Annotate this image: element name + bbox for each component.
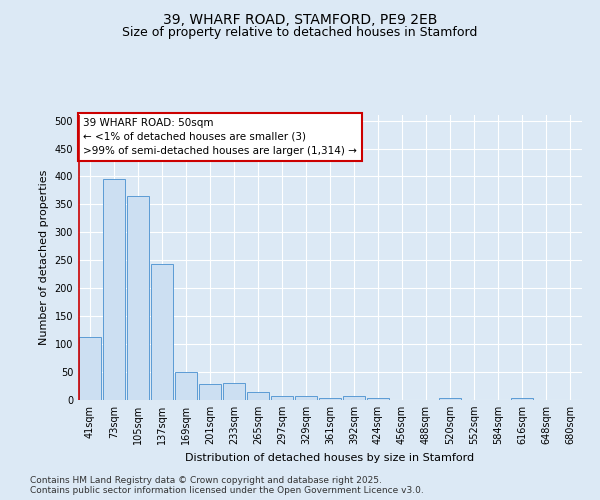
Text: 39 WHARF ROAD: 50sqm
← <1% of detached houses are smaller (3)
>99% of semi-detac: 39 WHARF ROAD: 50sqm ← <1% of detached h… — [83, 118, 357, 156]
Bar — [295, 396, 317, 400]
Bar — [511, 398, 533, 400]
Bar — [223, 383, 245, 400]
Bar — [343, 396, 365, 400]
Text: 39, WHARF ROAD, STAMFORD, PE9 2EB: 39, WHARF ROAD, STAMFORD, PE9 2EB — [163, 12, 437, 26]
Bar — [271, 396, 293, 400]
Bar — [439, 398, 461, 400]
Y-axis label: Number of detached properties: Number of detached properties — [39, 170, 49, 345]
Bar — [175, 372, 197, 400]
Text: Size of property relative to detached houses in Stamford: Size of property relative to detached ho… — [122, 26, 478, 39]
Bar — [247, 392, 269, 400]
Bar — [103, 178, 125, 400]
Bar — [367, 398, 389, 400]
Bar — [79, 338, 101, 400]
Bar — [319, 398, 341, 400]
Bar — [127, 196, 149, 400]
Bar — [151, 264, 173, 400]
Text: Contains HM Land Registry data © Crown copyright and database right 2025.
Contai: Contains HM Land Registry data © Crown c… — [30, 476, 424, 495]
Bar — [199, 384, 221, 400]
X-axis label: Distribution of detached houses by size in Stamford: Distribution of detached houses by size … — [185, 452, 475, 462]
